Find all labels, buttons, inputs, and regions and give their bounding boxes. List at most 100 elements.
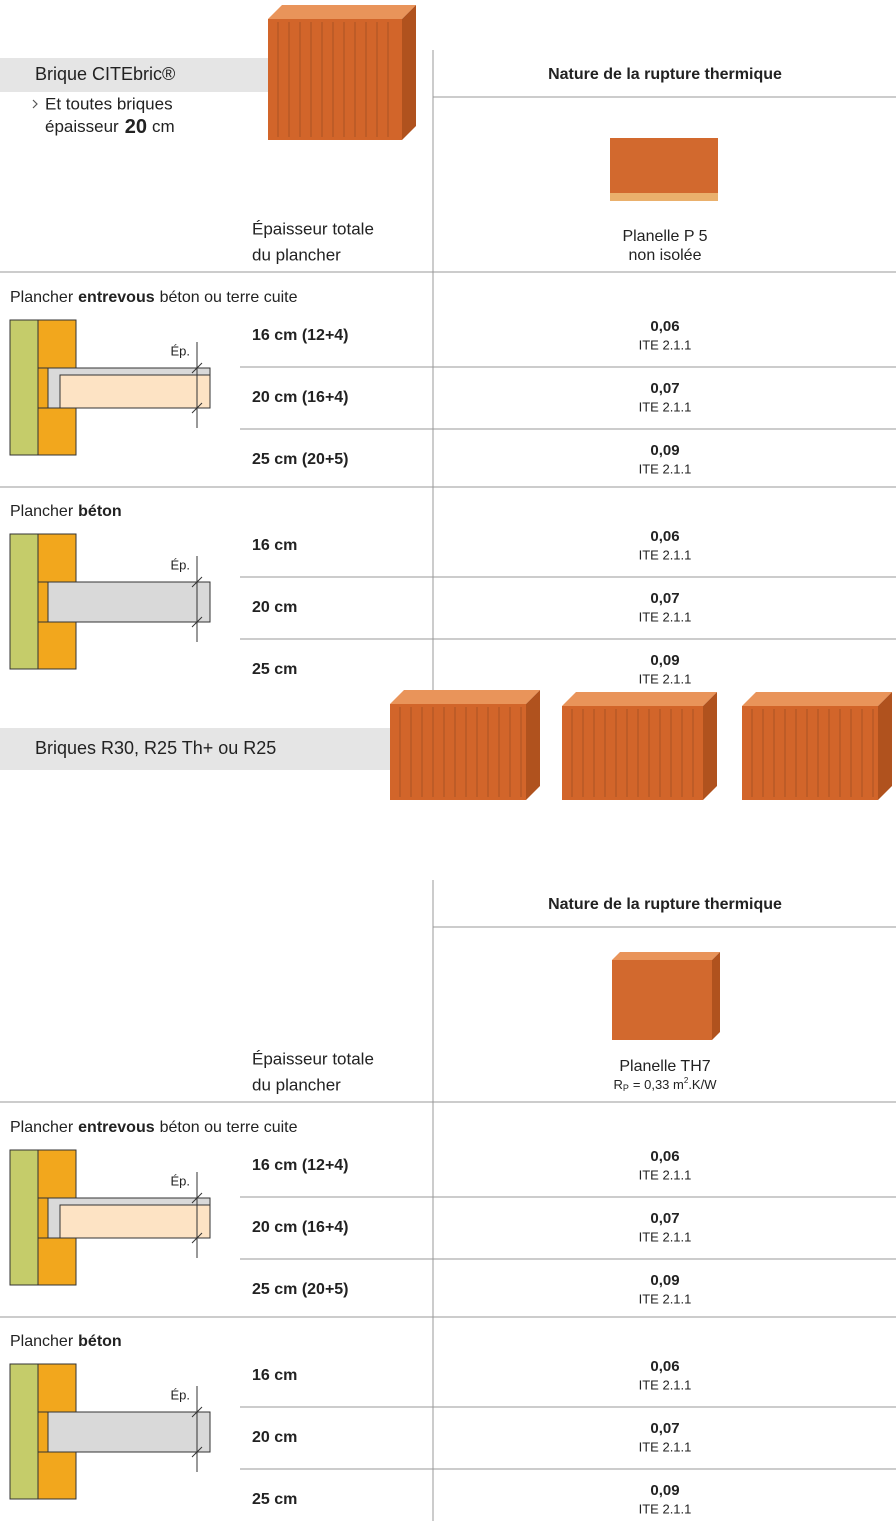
row-reference: ITE 2.1.1 bbox=[639, 609, 692, 624]
row-reference: ITE 2.1.1 bbox=[639, 399, 692, 414]
row-reference: ITE 2.1.1 bbox=[639, 547, 692, 562]
text-run: béton ou terre cuite bbox=[160, 1119, 298, 1136]
product-detail: RP = 0,33 m2.K/W bbox=[614, 1076, 718, 1093]
text-run: Plancher bbox=[10, 289, 74, 306]
row-value: 0,07 bbox=[650, 1420, 679, 1437]
slab bbox=[37, 1411, 211, 1453]
section-title: Brique CITEbric® bbox=[35, 64, 175, 84]
row-value: 0,09 bbox=[650, 442, 679, 459]
thickness-header: Épaisseur totale bbox=[252, 1049, 374, 1068]
text-run: entrevous bbox=[78, 289, 155, 306]
brick-top bbox=[562, 692, 717, 706]
planelle bbox=[37, 367, 49, 409]
wall-coating bbox=[9, 319, 39, 456]
text-run: 2 bbox=[684, 1076, 689, 1085]
note-line: épaisseur 20 cm bbox=[45, 116, 175, 138]
dimension-label: Ép. bbox=[170, 1387, 190, 1402]
text-run: béton ou terre cuite bbox=[160, 289, 298, 306]
planelle bbox=[37, 1411, 49, 1453]
dimension-label: Ép. bbox=[170, 1173, 190, 1188]
text-run: béton bbox=[78, 1333, 122, 1350]
text-run: Plancher bbox=[10, 503, 74, 520]
product-detail: non isolée bbox=[629, 247, 702, 264]
row-reference: ITE 2.1.1 bbox=[639, 671, 692, 686]
brick-side bbox=[526, 690, 540, 800]
text-run: entrevous bbox=[78, 1119, 155, 1136]
note-line: Et toutes briques bbox=[45, 94, 173, 113]
row-value: 0,06 bbox=[650, 528, 679, 545]
thickness-header: Épaisseur totale bbox=[252, 219, 374, 238]
row-value: 0,07 bbox=[650, 590, 679, 607]
text-run: Plancher bbox=[10, 1119, 74, 1136]
thickness-header: du plancher bbox=[252, 245, 341, 264]
row-thickness: 16 cm bbox=[252, 537, 297, 554]
slab-infill bbox=[59, 374, 211, 409]
row-reference: ITE 2.1.1 bbox=[639, 1377, 692, 1392]
row-reference: ITE 2.1.1 bbox=[639, 1501, 692, 1516]
slab-infill bbox=[59, 1204, 211, 1239]
dimension-tick bbox=[191, 1232, 203, 1244]
row-thickness: 16 cm bbox=[252, 1367, 297, 1384]
planelle-image-side bbox=[712, 952, 720, 1040]
dimension-tick bbox=[191, 402, 203, 414]
text-run: béton bbox=[78, 503, 122, 520]
product-name: Planelle TH7 bbox=[619, 1058, 710, 1075]
dimension-tick bbox=[191, 362, 203, 374]
row-thickness: 16 cm (12+4) bbox=[252, 1157, 349, 1174]
product-name: Planelle P 5 bbox=[622, 228, 707, 245]
planelle bbox=[37, 1197, 49, 1239]
row-value: 0,07 bbox=[650, 1210, 679, 1227]
text-run: P bbox=[623, 1083, 629, 1093]
brick-top bbox=[742, 692, 892, 706]
column-header: Nature de la rupture thermique bbox=[548, 896, 782, 913]
text-run: R bbox=[614, 1077, 623, 1092]
brick-front bbox=[562, 706, 703, 800]
row-value: 0,09 bbox=[650, 1272, 679, 1289]
wall-coating bbox=[9, 533, 39, 670]
text-run: = 0,33 m bbox=[633, 1077, 684, 1092]
row-thickness: 20 cm bbox=[252, 1429, 297, 1446]
group-label: Plancher béton bbox=[10, 503, 122, 520]
row-value: 0,06 bbox=[650, 318, 679, 335]
row-reference: ITE 2.1.1 bbox=[639, 461, 692, 476]
row-value: 0,09 bbox=[650, 1482, 679, 1499]
row-thickness: 25 cm (20+5) bbox=[252, 1281, 349, 1298]
row-reference: ITE 2.1.1 bbox=[639, 1439, 692, 1454]
row-value: 0,07 bbox=[650, 380, 679, 397]
bullet-chevron bbox=[32, 99, 38, 109]
brick-front bbox=[268, 19, 402, 140]
brick-front bbox=[742, 706, 878, 800]
row-thickness: 25 cm (20+5) bbox=[252, 451, 349, 468]
dimension-tick bbox=[191, 616, 203, 628]
planelle-image bbox=[610, 138, 718, 193]
group-label: Plancher béton bbox=[10, 1333, 122, 1350]
title-bar bbox=[0, 728, 410, 770]
thickness-header: du plancher bbox=[252, 1075, 341, 1094]
section-title: Briques R30, R25 Th+ ou R25 bbox=[35, 738, 276, 758]
planelle bbox=[37, 581, 49, 623]
planelle-image-top bbox=[612, 952, 720, 960]
wall-coating bbox=[9, 1149, 39, 1286]
wall-coating bbox=[9, 1363, 39, 1500]
slab bbox=[37, 581, 211, 623]
text-run: Plancher bbox=[10, 1333, 74, 1350]
brick-top bbox=[268, 5, 416, 19]
dimension-tick bbox=[191, 1192, 203, 1204]
row-value: 0,06 bbox=[650, 1148, 679, 1165]
brick-top bbox=[390, 690, 540, 704]
brick-side bbox=[878, 692, 892, 800]
row-value: 0,06 bbox=[650, 1358, 679, 1375]
dimension-tick bbox=[191, 576, 203, 588]
row-reference: ITE 2.1.1 bbox=[639, 1291, 692, 1306]
brick-front bbox=[390, 704, 526, 800]
row-reference: ITE 2.1.1 bbox=[639, 337, 692, 352]
dimension-label: Ép. bbox=[170, 343, 190, 358]
planelle-image bbox=[612, 960, 712, 1040]
row-thickness: 20 cm (16+4) bbox=[252, 389, 349, 406]
text-run: .K/W bbox=[688, 1077, 717, 1092]
group-label: Plancher entrevous béton ou terre cuite bbox=[10, 1119, 298, 1136]
dimension-label: Ép. bbox=[170, 557, 190, 572]
planelle-image-edge bbox=[610, 193, 718, 201]
